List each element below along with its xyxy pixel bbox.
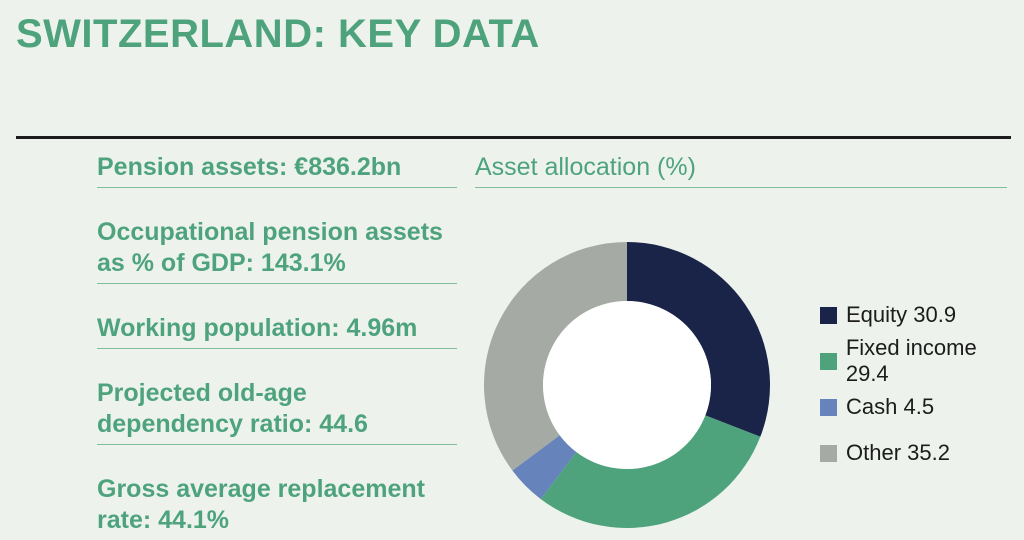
fact-occupational-assets-gdp: Occupational pension assets as % of GDP:… [97, 217, 457, 284]
fact-replacement-rate: Gross average replacement rate: 44.1% [97, 475, 425, 534]
donut-hole [543, 301, 711, 469]
key-facts-list: Pension assets: €836.2bn Occupational pe… [97, 152, 457, 540]
legend-label-other: Other 35.2 [846, 440, 950, 465]
fact-dependency-ratio: Projected old-age dependency ratio: 44.6 [97, 378, 457, 445]
legend-item-other: Other 35.2 [820, 430, 1024, 476]
legend-item-equity: Equity 30.9 [820, 292, 1024, 338]
donut-slice-equity [627, 242, 770, 437]
legend-label-fixed-income: Fixed income 29.4 [845, 335, 977, 386]
donut-slice-cash [512, 435, 577, 500]
legend-swatch-fixed-income [820, 352, 837, 370]
legend-swatch-equity [820, 306, 837, 324]
fact-pension-assets: Pension assets: €836.2bn [97, 152, 457, 188]
chart-title: Asset allocation (%) [475, 152, 1007, 188]
fact-working-population: Working population: 4.96m [97, 313, 457, 349]
legend-label-cash: Cash 4.5 [846, 394, 935, 419]
legend-item-fixed-income: Fixed income 29.4 [820, 335, 1024, 386]
title-rule [16, 136, 1011, 139]
donut-slice-fixed-income [540, 415, 761, 528]
legend-swatch-cash [820, 398, 837, 416]
chart-legend: Equity 30.9 Fixed income 29.4 Cash 4.5 O… [820, 292, 1024, 476]
legend-swatch-other [820, 444, 837, 462]
legend-label-equity: Equity 30.9 [846, 302, 957, 327]
donut-slice-other [484, 242, 627, 471]
donut-chart [484, 242, 770, 528]
page-title: SWITZERLAND: KEY DATA [16, 12, 540, 56]
legend-item-cash: Cash 4.5 [820, 384, 1024, 430]
